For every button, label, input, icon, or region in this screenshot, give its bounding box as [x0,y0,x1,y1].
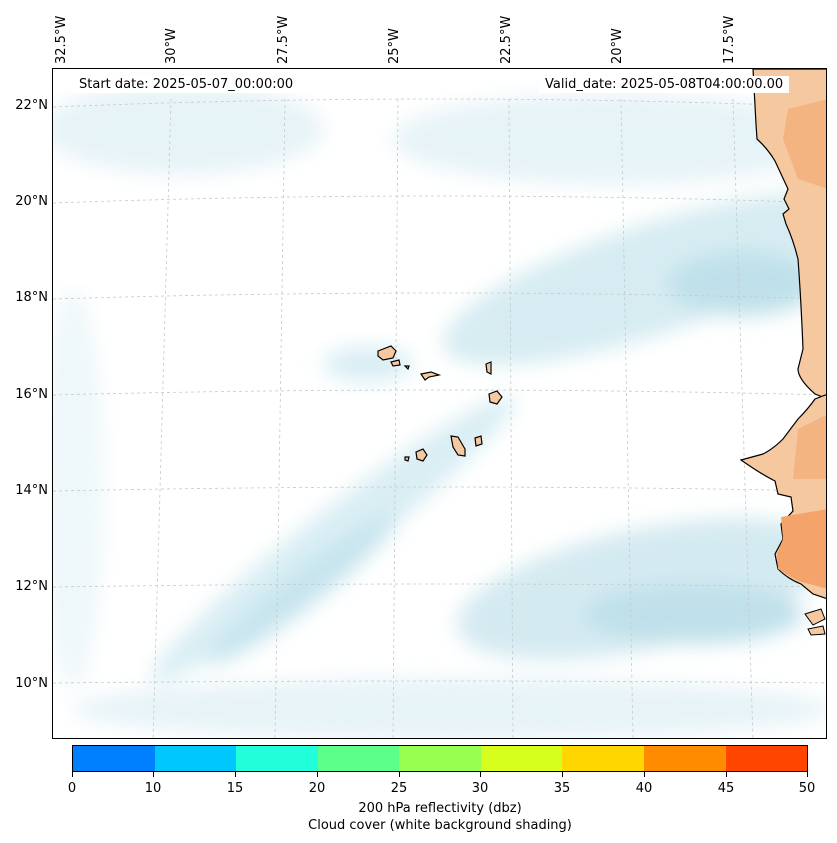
parallel-18n [53,292,826,300]
cape-verde-islands [377,345,503,462]
colorbar-segment-30-35 [480,746,563,771]
island-fogo [415,448,428,462]
colorbar-tick-label: 15 [226,781,244,796]
colorbar-tick-label: 20 [308,781,326,796]
parallel-12n [53,583,826,588]
island-sal [485,361,492,375]
land-warm-zone [783,99,826,189]
island-santa-luzia [403,365,410,371]
meridian-25w [392,98,399,738]
colorbar-tick [726,772,727,777]
lon-label-32-5w: 32.5°W [54,15,69,64]
colorbar-tick-label: 35 [553,781,571,796]
cloud-band [207,513,399,665]
cloud-band [73,679,826,738]
start-date-label: Start date: 2025-05-07_00:00:00 [73,76,300,93]
colorbar-segment-15-20 [236,746,318,771]
island-brava [404,456,410,462]
lat-label-10n: 10°N [15,676,48,691]
colorbar-tick-label: 50 [798,781,816,796]
land-warm-zone [777,509,826,589]
lat-label-18n: 18°N [15,290,48,305]
cloud-band [53,289,103,689]
lat-label-22n: 22°N [15,98,48,113]
colorbar-tick [399,772,400,777]
lon-label-17-5w: 17.5°W [722,15,737,64]
lat-label-16n: 16°N [15,387,48,402]
parallel-22n [53,98,826,108]
colorbar-tick [317,772,318,777]
parallel-14n [53,486,826,492]
meridian-30w [152,98,172,738]
reflectivity-colorbar [72,745,808,772]
cloud-band [443,193,826,365]
colorbar-tick [235,772,236,777]
graticule [53,98,826,738]
meridian-17-5w [732,98,754,738]
lon-label-25w: 25°W [387,28,402,64]
colorbar-segment-10-15 [154,746,237,771]
map-canvas [53,69,826,738]
island-boa-vista [488,390,503,405]
island-sao-vicente [390,359,401,367]
colorbar-segment-0-10 [73,746,155,771]
colorbar-tick [644,772,645,777]
meridian-20w [620,98,634,738]
island-maio [474,435,483,447]
lat-label-12n: 12°N [15,579,48,594]
colorbar-tick-label: 0 [67,781,77,796]
lat-label-20n: 20°N [15,194,48,209]
colorbar-segment-45-50 [725,746,808,771]
meridian-22-5w [508,98,514,738]
cloud-band [668,252,818,316]
african-coast [739,69,826,636]
colorbar-caption-line1: 200 hPa reflectivity (dbz) [358,801,522,816]
colorbar-caption-line2: Cloud cover (white background shading) [308,818,572,833]
lon-label-20w: 20°W [610,28,625,64]
colorbar-tick-label: 45 [717,781,735,796]
meridian-27-5w [274,98,286,738]
parallel-16n [53,389,826,396]
island-sao-nicolau [420,371,442,381]
colorbar-tick-label: 40 [635,781,653,796]
lon-label-30w: 30°W [164,28,179,64]
colorbar-tick [480,772,481,777]
cloud-band [53,84,323,174]
island-santiago [450,435,466,457]
land-warm-zone [793,415,826,479]
colorbar-tick [153,772,154,777]
colorbar-tick-label: 10 [144,781,162,796]
island-santo-antao [377,345,397,361]
cloud-cover-layer [53,84,826,738]
colorbar-tick-label: 25 [390,781,408,796]
colorbar-segment-20-25 [317,746,400,771]
colorbar-tick [72,772,73,777]
valid-date-label: Valid_date: 2025-05-08T04:00:00.00 [539,76,790,93]
lat-label-14n: 14°N [15,483,48,498]
lon-label-27-5w: 27.5°W [276,15,291,64]
colorbar-segment-35-40 [562,746,644,771]
cloud-band [150,395,516,683]
parallel-10n [53,680,826,684]
colorbar-segment-25-30 [399,746,481,771]
colorbar-tick [807,772,808,777]
small-island [807,625,826,636]
colorbar-segment-40-45 [643,746,726,771]
cloud-band [583,584,803,644]
map-frame[interactable] [52,68,827,739]
small-island [804,608,826,626]
colorbar-tick [562,772,563,777]
cloud-band [393,94,826,184]
lon-label-22-5w: 22.5°W [499,15,514,64]
parallel-20n [53,195,826,204]
colorbar-tick-label: 30 [471,781,489,796]
